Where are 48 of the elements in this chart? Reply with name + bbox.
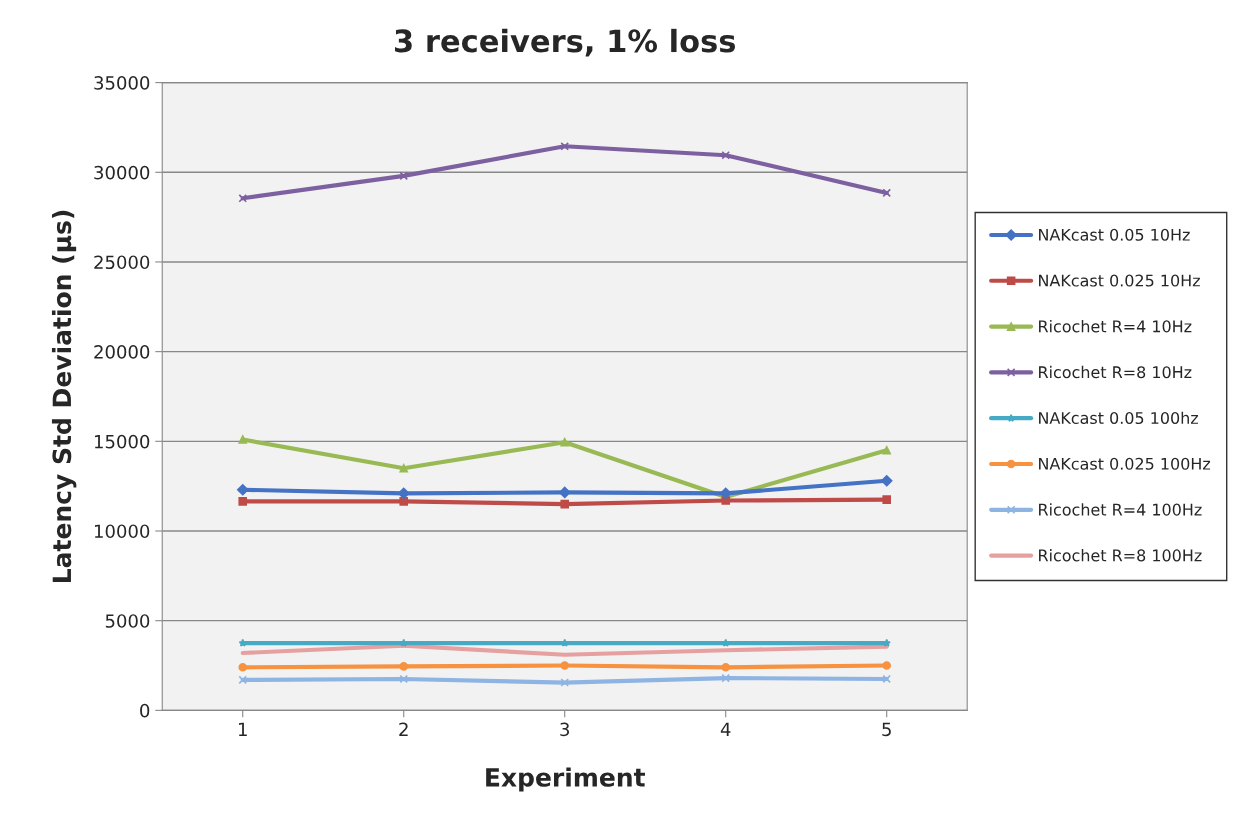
y-tick-label: 30000 (94, 165, 150, 180)
y-tick-label: 10000 (94, 524, 150, 539)
x-tick-label: 4 (720, 722, 731, 736)
point (399, 171, 409, 181)
legend-label: NAKcast 0.05 100hz (1039, 411, 1198, 425)
point (399, 674, 409, 684)
point (238, 435, 248, 444)
x-tick-label: 5 (882, 722, 891, 737)
point (238, 497, 248, 506)
y-tick-label: 15000 (94, 434, 150, 449)
point (721, 663, 731, 672)
legend-label: NAKcast 0.05 10Hz (1039, 228, 1190, 241)
y-tick-label: 0 (140, 703, 150, 718)
x-tick-label: 3 (560, 722, 570, 737)
point (882, 495, 892, 504)
point (238, 638, 247, 647)
y-axis-title: Latency Std Deviation (µs) (51, 210, 77, 583)
point (560, 141, 570, 151)
point (721, 150, 731, 160)
point (238, 193, 248, 203)
point (238, 675, 248, 685)
point (560, 499, 570, 509)
point (238, 663, 248, 672)
point (399, 497, 409, 506)
legend-label: Ricochet R=8 10Hz (1039, 365, 1192, 379)
chart-title: 3 receivers, 1% loss (395, 28, 736, 57)
legend-label: Ricochet R=4 100Hz (1039, 503, 1202, 516)
y-tick-label: 5000 (105, 614, 150, 628)
legend-label: Ricochet R=4 10Hz (1039, 320, 1192, 333)
point (882, 674, 892, 684)
point (399, 463, 409, 473)
y-tick-label: 35000 (94, 76, 150, 90)
legend-label: NAKcast 0.025 100Hz (1039, 457, 1211, 470)
y-tick-label: 20000 (94, 345, 150, 359)
point (882, 445, 892, 455)
legend-label: Ricochet R=8 100Hz (1039, 549, 1202, 562)
point (560, 661, 570, 670)
legend-label: NAKcast 0.025 10Hz (1039, 274, 1200, 287)
x-axis-title: Experiment (486, 767, 645, 792)
x-tick-label: 2 (399, 722, 408, 736)
point (560, 437, 570, 447)
point (882, 661, 892, 670)
point (882, 188, 892, 198)
point (721, 673, 731, 683)
x-tick-label: 1 (238, 722, 247, 736)
point (399, 662, 409, 671)
point (560, 678, 570, 687)
y-tick-label: 25000 (94, 255, 150, 270)
